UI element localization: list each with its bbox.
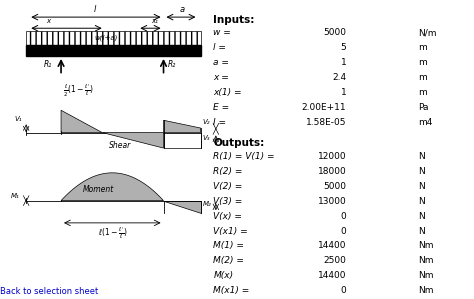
- Text: Nm: Nm: [418, 286, 434, 295]
- Text: N: N: [418, 167, 425, 176]
- Text: 18000: 18000: [318, 167, 346, 176]
- Text: l =: l =: [213, 43, 226, 52]
- Text: N: N: [418, 197, 425, 206]
- Text: x: x: [46, 18, 50, 24]
- Polygon shape: [61, 173, 164, 201]
- Text: V(x1) =: V(x1) =: [213, 227, 248, 236]
- Text: R(1) = V(1) =: R(1) = V(1) =: [213, 152, 275, 161]
- Text: V₃: V₃: [203, 135, 210, 141]
- Text: V(3) =: V(3) =: [213, 197, 243, 206]
- Text: V(x) =: V(x) =: [213, 212, 242, 221]
- Bar: [26, 31, 201, 45]
- Text: M(x1) =: M(x1) =: [213, 286, 249, 295]
- Text: M₁: M₁: [11, 193, 19, 199]
- Polygon shape: [164, 201, 201, 213]
- Text: N: N: [418, 227, 425, 236]
- Text: Shear: Shear: [109, 141, 131, 150]
- Text: E =: E =: [213, 103, 229, 112]
- Text: 13000: 13000: [318, 197, 346, 206]
- Text: 1: 1: [341, 88, 346, 97]
- Text: M(x): M(x): [213, 271, 233, 280]
- Polygon shape: [102, 132, 164, 148]
- Text: M(1) =: M(1) =: [213, 242, 244, 251]
- Text: a: a: [180, 5, 185, 14]
- Text: 12000: 12000: [318, 152, 346, 161]
- Text: 1.58E-05: 1.58E-05: [306, 118, 346, 126]
- Text: m: m: [418, 58, 427, 67]
- Bar: [26, 45, 201, 56]
- Text: 0: 0: [341, 212, 346, 221]
- Text: N: N: [418, 212, 425, 221]
- Text: 14400: 14400: [318, 242, 346, 251]
- Text: Nm: Nm: [418, 242, 434, 251]
- Text: m: m: [418, 73, 427, 82]
- Text: M₂: M₂: [203, 201, 211, 207]
- Text: Back to selection sheet: Back to selection sheet: [0, 287, 98, 296]
- Text: R(2) =: R(2) =: [213, 167, 243, 176]
- Text: l: l: [94, 5, 96, 14]
- Text: 1: 1: [341, 58, 346, 67]
- Text: w =: w =: [213, 28, 231, 37]
- Text: x₁: x₁: [151, 18, 158, 24]
- Polygon shape: [164, 132, 201, 148]
- Polygon shape: [164, 120, 201, 132]
- Text: I =: I =: [213, 118, 226, 126]
- Text: 0: 0: [341, 227, 346, 236]
- Text: Pa: Pa: [418, 103, 428, 112]
- Text: w(l+a): w(l+a): [94, 35, 118, 41]
- Text: 2500: 2500: [324, 257, 346, 266]
- Text: x =: x =: [213, 73, 229, 82]
- Text: 5: 5: [341, 43, 346, 52]
- Text: Outputs:: Outputs:: [213, 138, 264, 149]
- Text: m: m: [418, 88, 427, 97]
- Text: Moment: Moment: [82, 185, 114, 194]
- Text: 2.4: 2.4: [332, 73, 346, 82]
- Text: 2.00E+11: 2.00E+11: [302, 103, 346, 112]
- Text: V₂: V₂: [203, 119, 210, 125]
- Text: 0: 0: [341, 286, 346, 295]
- Text: 5000: 5000: [323, 182, 346, 191]
- Text: Nm: Nm: [418, 271, 434, 280]
- Text: N: N: [418, 152, 425, 161]
- Text: $\frac{\ell}{2}(1-\frac{\ell^{\prime}}{\ell})$: $\frac{\ell}{2}(1-\frac{\ell^{\prime}}{\…: [63, 83, 94, 99]
- Text: V₁: V₁: [14, 116, 22, 122]
- Text: x(1) =: x(1) =: [213, 88, 242, 97]
- Text: Nm: Nm: [418, 257, 434, 266]
- Text: $\ell(1-\frac{\ell^{\prime}}{\ell})$: $\ell(1-\frac{\ell^{\prime}}{\ell})$: [98, 226, 127, 241]
- Text: m: m: [418, 43, 427, 52]
- Text: R₁: R₁: [44, 60, 52, 69]
- Text: Inputs:: Inputs:: [213, 15, 255, 25]
- Text: V(2) =: V(2) =: [213, 182, 243, 191]
- Text: m4: m4: [418, 118, 432, 126]
- Text: R₂: R₂: [168, 60, 176, 69]
- Text: 5000: 5000: [323, 28, 346, 37]
- Text: a =: a =: [213, 58, 229, 67]
- Text: N: N: [418, 182, 425, 191]
- Text: M(2) =: M(2) =: [213, 257, 244, 266]
- Polygon shape: [61, 110, 102, 132]
- Text: N/m: N/m: [418, 28, 437, 37]
- Text: 14400: 14400: [318, 271, 346, 280]
